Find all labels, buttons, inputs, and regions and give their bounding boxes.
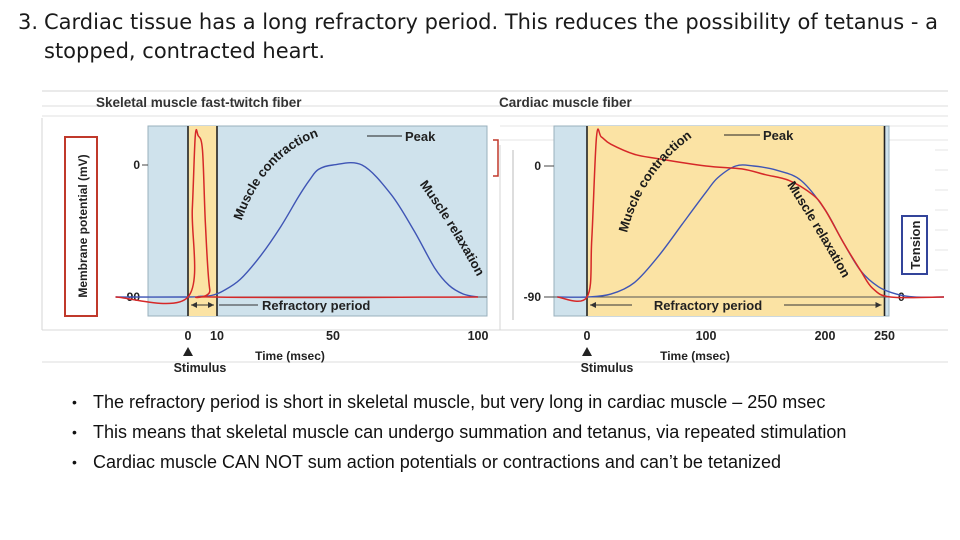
skeletal-peak-label: Peak [405,129,436,144]
cardiac-chart-title: Cardiac muscle fiber [499,95,633,110]
skeletal-x-axis-label: Time (msec) [255,349,325,363]
cardiac-x-tick-label: 250 [874,329,895,343]
bullet-item: Cardiac muscle CAN NOT sum action potent… [70,452,920,472]
cardiac-y-tick-label: -90 [524,290,542,304]
cardiac-x-tick-label: 200 [815,329,836,343]
cardiac-refractory-arrowhead-left [590,302,596,308]
membrane-axis-label: Membrane potential (mV) [76,154,90,297]
skeletal-chart-title: Skeletal muscle fast-twitch fiber [96,95,302,110]
membrane-axis-label-box: Membrane potential (mV) [64,136,98,317]
cardiac-refractory-band [587,126,885,316]
skeletal-refractory-arrowhead-left [191,302,197,308]
skeletal-x-tick-label: 50 [326,329,340,343]
cardiac-x-axis-label: Time (msec) [660,349,730,363]
cardiac-y-tick-label: 0 [534,159,541,173]
bullet-item: The refractory period is short in skelet… [70,392,920,412]
tension-axis-label-box: Tension [901,215,928,275]
skeletal-stimulus-label: Stimulus [174,361,227,375]
cardiac-membrane-line [557,128,945,303]
bullet-list: The refractory period is short in skelet… [70,392,920,482]
skeletal-tension-line [115,161,479,298]
cardiac-refractory-arrowhead-right [875,302,882,308]
refractory-comparison-figure: Skeletal muscle fast-twitch fiber 0 -90 0 10… [41,90,948,375]
cardiac-peak-label: Peak [763,128,794,143]
skeletal-y-tick-label: 0 [133,158,140,172]
skeletal-membrane-line [115,128,479,305]
cardiac-x-tick-label: 100 [696,329,717,343]
skeletal-x-tick-label: 10 [210,329,224,343]
cardiac-stimulus-arrow [582,347,592,356]
cardiac-tension-line [557,164,945,298]
skeletal-refractory-label: Refractory period [262,298,370,313]
slide-title-text: Cardiac tissue has a long refractory per… [44,10,938,63]
bracket-mark [493,139,499,177]
skeletal-x-tick-label: 100 [468,329,489,343]
skeletal-x-tick-label: 0 [185,329,192,343]
skeletal-refractory-arrowhead-right [208,302,214,308]
cardiac-x-tick-label: 0 [584,329,591,343]
skeletal-stimulus-arrow [183,347,193,356]
slide-number: 3. [18,10,39,34]
slide-title: 3. Cardiac tissue has a long refractory … [18,8,938,66]
bullet-item: This means that skeletal muscle can unde… [70,422,920,442]
cardiac-refractory-label: Refractory period [654,298,762,313]
cardiac-stimulus-label: Stimulus [581,361,634,375]
tension-axis-label: Tension [908,221,923,270]
